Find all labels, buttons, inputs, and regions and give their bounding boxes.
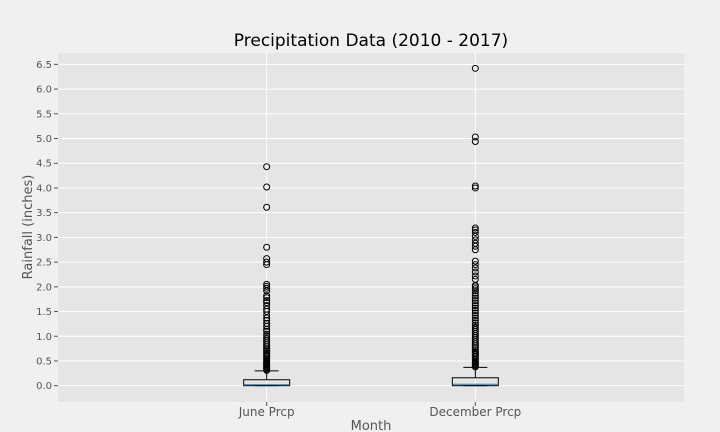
outlier-point bbox=[471, 287, 479, 295]
box-group bbox=[243, 163, 291, 387]
x-axis-label: Month bbox=[351, 419, 392, 432]
outlier-point bbox=[471, 264, 479, 272]
outlier-point bbox=[263, 183, 271, 191]
y-tick-label: 0.0 bbox=[36, 381, 52, 392]
outlier-point bbox=[471, 321, 479, 329]
outlier-point bbox=[471, 275, 479, 283]
outlier-point bbox=[263, 327, 271, 335]
outlier-point bbox=[263, 349, 271, 357]
y-tick-label: 3.5 bbox=[36, 208, 52, 219]
outlier-point bbox=[471, 307, 479, 315]
outlier-point bbox=[471, 272, 479, 280]
box-iqr bbox=[451, 377, 499, 387]
outlier-point bbox=[471, 285, 479, 293]
outlier-point bbox=[471, 319, 479, 327]
y-tick-label: 1.0 bbox=[36, 332, 52, 343]
outlier-point bbox=[263, 292, 271, 300]
y-tick-label: 2.0 bbox=[36, 282, 52, 293]
outlier-point bbox=[263, 280, 271, 288]
y-tick-label: 2.5 bbox=[36, 258, 52, 269]
outlier-point bbox=[471, 137, 479, 145]
outlier-point bbox=[263, 163, 271, 171]
x-tick-label: June Prcp bbox=[238, 405, 295, 419]
outlier-point bbox=[471, 294, 479, 302]
outlier-point bbox=[471, 311, 479, 319]
box-iqr bbox=[243, 379, 291, 387]
outlier-point bbox=[263, 302, 271, 310]
outlier-point bbox=[263, 316, 271, 324]
y-tick-label: 6.0 bbox=[36, 85, 52, 96]
y-tick-label: 1.5 bbox=[36, 307, 52, 318]
outlier-point bbox=[471, 347, 479, 355]
grid-lines bbox=[58, 53, 684, 402]
outlier-point bbox=[471, 304, 479, 312]
outlier-point bbox=[263, 203, 271, 211]
outlier-point bbox=[263, 334, 271, 342]
outlier-point bbox=[471, 64, 479, 72]
outlier-point bbox=[471, 316, 479, 324]
outlier-point bbox=[471, 292, 479, 300]
outlier-point bbox=[263, 332, 271, 340]
outlier-point bbox=[471, 314, 479, 322]
outlier-point bbox=[471, 309, 479, 317]
outlier-point bbox=[471, 182, 479, 190]
outlier-point bbox=[471, 226, 479, 234]
outlier-point bbox=[471, 302, 479, 310]
x-axis-ticks: June Prcp December Prcp bbox=[238, 402, 521, 419]
y-tick-label: 5.5 bbox=[36, 109, 52, 120]
y-tick-label: 0.5 bbox=[36, 356, 52, 367]
outlier-point bbox=[263, 299, 271, 307]
outlier-point bbox=[471, 299, 479, 307]
outlier-point bbox=[471, 133, 479, 141]
outlier-point bbox=[471, 236, 479, 244]
outlier-point bbox=[471, 261, 479, 269]
outlier-point bbox=[263, 255, 271, 263]
outlier-point bbox=[471, 224, 479, 232]
y-tick-label: 4.5 bbox=[36, 159, 52, 170]
y-tick-label: 5.0 bbox=[36, 134, 52, 145]
y-axis-ticks: 0.0 0.5 1.0 1.5 2.0 2.5 3.0 3.5 4.0 4.5 5.0 5.5 6.0 6… bbox=[36, 60, 58, 392]
outlier-point bbox=[471, 184, 479, 192]
y-axis-label: Rainfall (inches) bbox=[21, 175, 36, 280]
outlier-point bbox=[471, 239, 479, 247]
outlier-point bbox=[263, 284, 271, 292]
outlier-point bbox=[263, 319, 271, 327]
outlier-point bbox=[263, 297, 271, 305]
plot-area bbox=[58, 53, 684, 402]
y-tick-label: 6.5 bbox=[36, 60, 52, 71]
outlier-point bbox=[471, 268, 479, 276]
outlier-point bbox=[263, 294, 271, 302]
boxes bbox=[243, 64, 499, 387]
box-group bbox=[451, 64, 499, 387]
outlier-point bbox=[471, 323, 479, 331]
outlier-point bbox=[471, 257, 479, 265]
x-tick-label: December Prcp bbox=[429, 405, 521, 419]
y-tick-label: 4.0 bbox=[36, 183, 52, 194]
outlier-point bbox=[263, 258, 271, 266]
outlier-point bbox=[263, 330, 271, 338]
chart-title: Precipitation Data (2010 - 2017) bbox=[234, 31, 508, 51]
outlier-point bbox=[263, 243, 271, 251]
outlier-point bbox=[263, 282, 271, 290]
outlier-point bbox=[471, 297, 479, 305]
outlier-point bbox=[471, 228, 479, 236]
y-tick-label: 3.0 bbox=[36, 233, 52, 244]
